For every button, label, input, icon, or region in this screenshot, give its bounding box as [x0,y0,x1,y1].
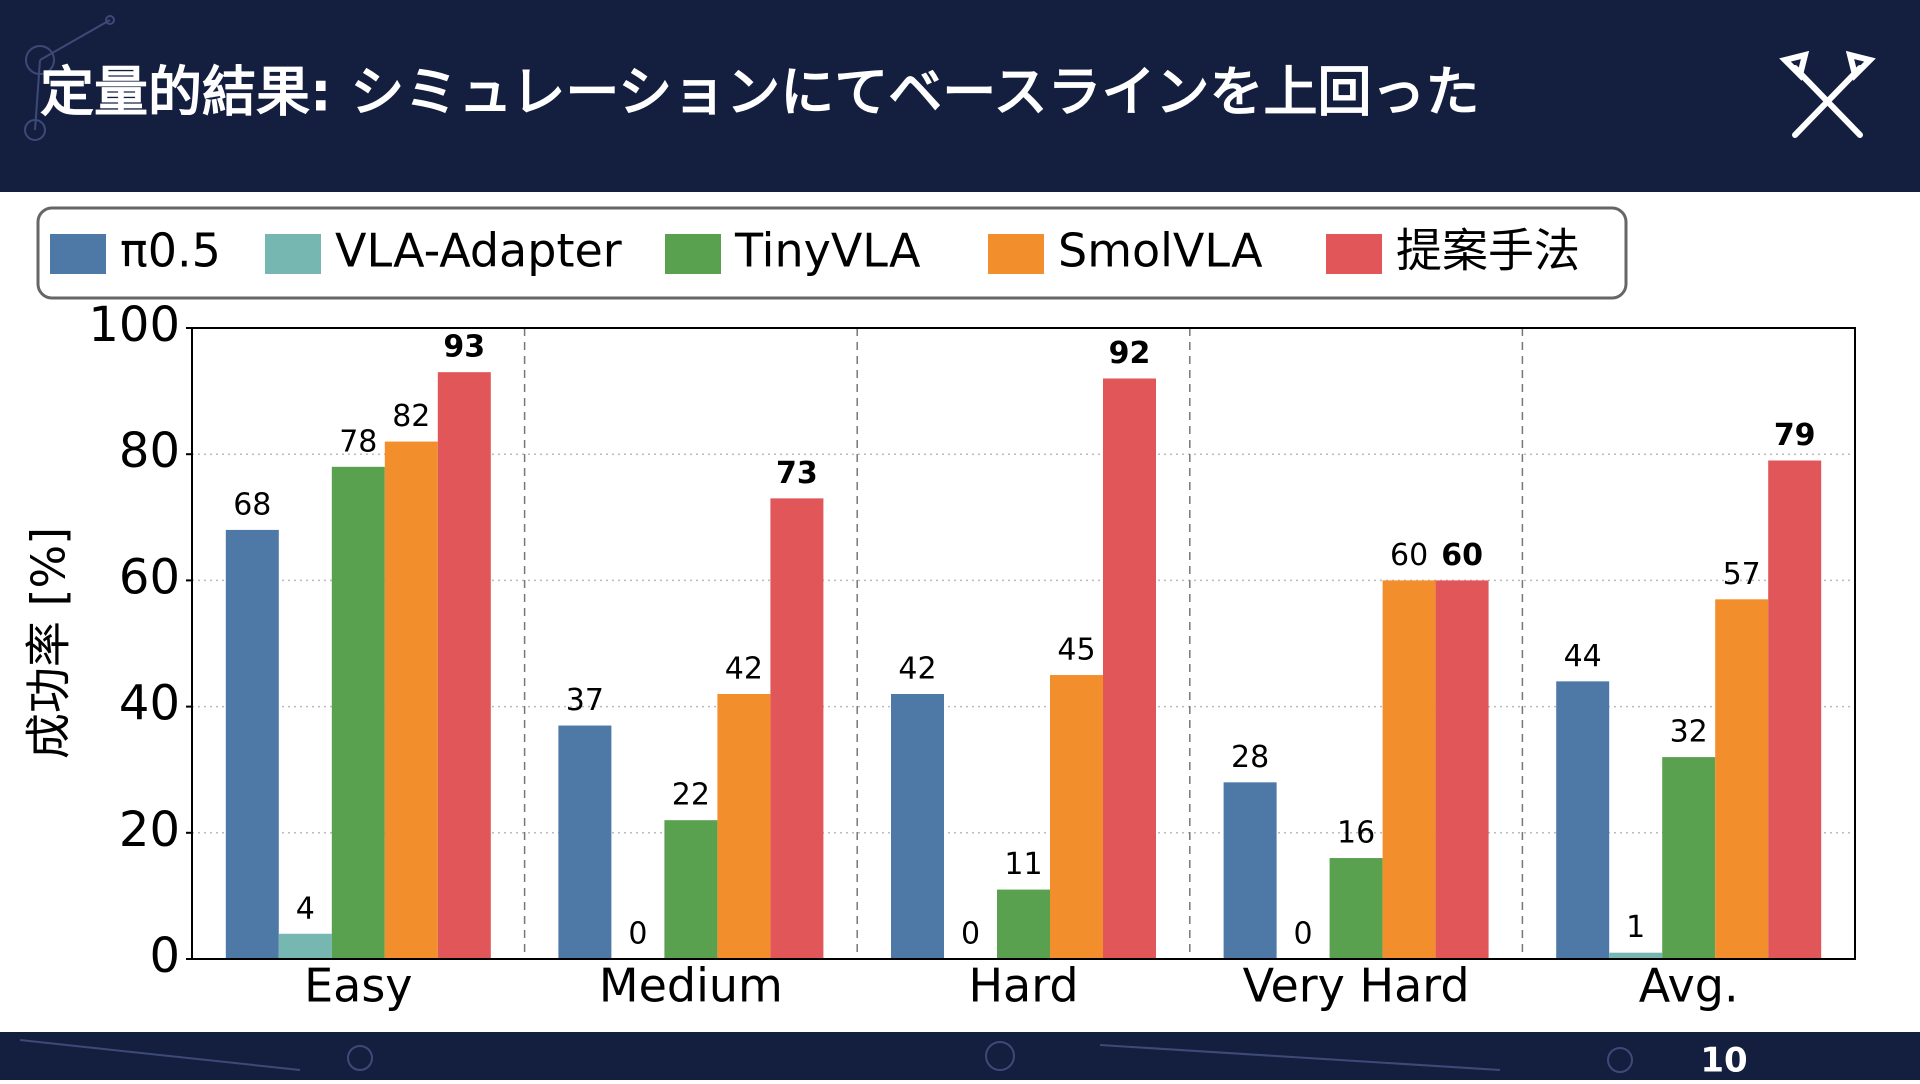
x-tick-label: Medium [599,959,783,1013]
value-label: 60 [1390,538,1428,573]
value-label: 22 [672,778,710,813]
bar [437,372,491,959]
bar [1556,681,1610,959]
bar [1329,858,1383,959]
y-tick-label: 0 [149,928,180,984]
legend-label: π0.5 [120,224,221,278]
value-label: 32 [1670,715,1708,750]
legend-label: 提案手法 [1396,224,1580,278]
x-tick-label: Avg. [1639,959,1739,1013]
legend-swatch [665,234,721,274]
bar [558,725,612,959]
bar [664,820,718,959]
value-label: 73 [776,456,818,491]
plot-frame [191,327,1856,960]
value-label: 42 [725,651,763,686]
logo [1779,50,1876,138]
legend-swatch [50,234,106,274]
bar [1103,378,1156,960]
value-label: 57 [1723,557,1761,592]
y-tick-label: 40 [119,676,180,732]
bar [1435,580,1489,959]
legend-swatch [1326,234,1382,274]
value-label: 68 [233,487,271,522]
header-decoration [24,15,115,141]
value-label: 4 [296,891,315,926]
value-label: 0 [628,917,647,952]
legend-swatch [265,234,321,274]
slide-title: 定量的結果: シミュレーションにてベースラインを上回った [40,61,1480,124]
value-label: 45 [1057,633,1095,668]
value-label: 0 [961,917,980,952]
value-label: 82 [392,399,430,434]
header-bar [0,0,1920,192]
bar [225,529,279,959]
value-label: 28 [1231,740,1269,775]
y-tick-label: 80 [119,423,180,479]
legend-label: SmolVLA [1058,224,1263,278]
bar [1609,952,1663,959]
value-label: 1 [1626,910,1645,945]
x-tick-label: Very Hard [1243,959,1470,1013]
value-label: 44 [1564,639,1602,674]
bar [1768,460,1822,959]
legend-swatch [988,234,1044,274]
bar [1715,599,1769,959]
bar [717,693,771,959]
footer-decoration [19,1039,1633,1073]
value-label: 16 [1337,816,1375,851]
y-tick-label: 60 [119,549,180,605]
page-number: 10 [1700,1041,1747,1081]
bar [997,889,1050,959]
footer-bar [0,1032,1920,1080]
bar [384,441,438,960]
value-label: 42 [898,651,936,686]
value-label: 79 [1774,418,1816,453]
value-label: 11 [1004,847,1042,882]
bar [891,693,944,959]
bar [1050,675,1103,959]
value-label: 0 [1294,917,1313,952]
bar [331,466,385,959]
bar [770,498,824,959]
legend-box [36,206,1628,300]
value-label: 78 [339,424,377,459]
x-tick-label: Easy [304,959,412,1013]
value-label: 92 [1109,336,1151,371]
y-tick-label: 20 [119,802,180,858]
y-axis-label: 成功率 [%] [22,527,76,759]
bar [1662,757,1716,959]
y-tick-label: 100 [88,297,180,353]
legend-label: VLA-Adapter [335,224,622,278]
value-label: 60 [1441,538,1483,573]
x-tick-label: Hard [968,959,1078,1013]
legend-label: TinyVLA [734,224,921,278]
bar [278,933,332,959]
value-label: 37 [566,683,604,718]
bar [1223,782,1277,959]
bar [1382,580,1436,959]
value-label: 93 [443,330,485,365]
